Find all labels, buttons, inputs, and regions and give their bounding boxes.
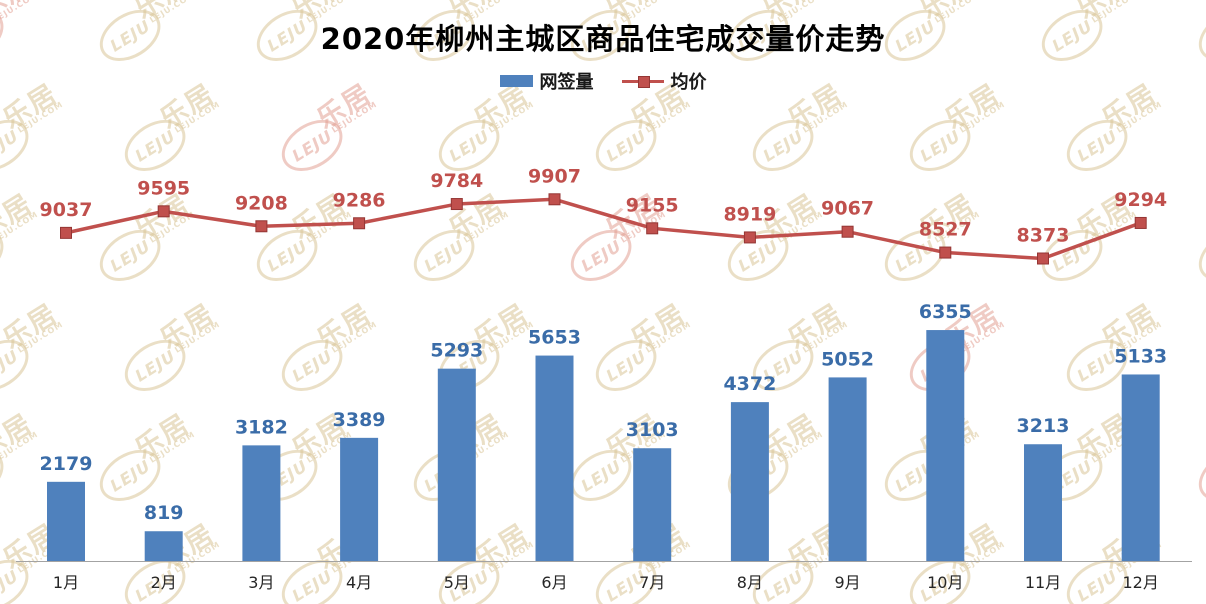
bar-value-label: 3213 — [1017, 415, 1070, 437]
bar-value-label: 5653 — [528, 327, 581, 349]
price-marker-icon — [646, 222, 659, 235]
price-value-label: 9155 — [626, 194, 679, 216]
price-value-label: 8527 — [919, 219, 972, 241]
chart-title: 2020年柳州主城区商品住宅成交量价走势 — [320, 22, 886, 56]
price-value-label: 9784 — [430, 170, 483, 192]
price-marker-icon — [548, 193, 561, 206]
x-tick-label: 10月 — [927, 573, 963, 592]
bar — [144, 531, 183, 561]
price-value-label: 9208 — [235, 192, 288, 214]
price-marker-icon — [1037, 252, 1049, 265]
price-marker-icon — [743, 231, 756, 244]
bar-series-swatch-icon — [499, 75, 533, 87]
bar — [730, 402, 769, 561]
legend-item-line-series: 均价 — [621, 68, 707, 94]
price-marker-icon — [841, 225, 854, 238]
x-tick-label: 11月 — [1025, 573, 1061, 592]
bar — [340, 437, 379, 561]
price-marker-icon — [450, 198, 463, 211]
x-tick-label: 1月 — [53, 573, 79, 592]
bar — [1121, 374, 1160, 561]
price-marker-icon — [939, 246, 952, 259]
price-marker-icon — [157, 205, 170, 218]
bar-value-label: 5052 — [821, 348, 874, 370]
x-tick-label: 8月 — [737, 573, 763, 592]
bar — [828, 377, 867, 561]
x-tick-label: 7月 — [639, 573, 665, 592]
legend-item-bar-series: 网签量 — [499, 68, 594, 94]
bar — [437, 368, 476, 561]
price-value-label: 9595 — [137, 177, 190, 199]
price-value-label: 9907 — [528, 165, 581, 187]
price-marker-icon — [1134, 216, 1147, 229]
bar — [242, 445, 281, 561]
bar — [926, 330, 965, 561]
price-value-label: 8919 — [723, 203, 776, 225]
x-tick-label: 12月 — [1123, 573, 1159, 592]
price-value-label: 9294 — [1114, 189, 1167, 211]
price-marker-icon — [353, 217, 366, 230]
price-line — [65, 197, 1142, 261]
bar-value-label: 4372 — [723, 373, 776, 395]
x-tick-label: 6月 — [541, 573, 567, 592]
line-series-swatch-icon — [621, 75, 664, 88]
x-tick-label: 9月 — [835, 573, 861, 592]
price-value-label: 8373 — [1017, 225, 1070, 247]
bar — [47, 481, 85, 561]
price-value-label: 9037 — [40, 199, 93, 221]
price-marker-icon — [255, 220, 268, 233]
bar-value-label: 2179 — [40, 453, 93, 475]
bar-value-label: 5293 — [430, 340, 483, 362]
legend-bar-label: 网签量 — [539, 72, 594, 93]
bar — [633, 448, 672, 561]
legend: 网签量 均价 — [0, 68, 1206, 94]
bar-value-label: 5133 — [1114, 345, 1167, 367]
bar-value-label: 6355 — [919, 301, 972, 323]
bar-value-label: 3389 — [333, 409, 386, 431]
bar-value-label: 3103 — [626, 419, 679, 441]
bar-value-label: 3182 — [235, 416, 288, 438]
legend-line-label: 均价 — [670, 72, 707, 93]
bar-value-label: 819 — [144, 502, 184, 524]
x-tick-label: 4月 — [346, 573, 372, 592]
price-marker-icon — [60, 226, 72, 239]
price-value-label: 9286 — [333, 189, 386, 211]
x-tick-label: 5月 — [444, 573, 470, 592]
x-tick-label: 2月 — [151, 573, 177, 592]
x-tick-label: 3月 — [248, 573, 274, 592]
bar — [535, 355, 574, 561]
bar — [1024, 444, 1062, 561]
price-value-label: 9067 — [821, 198, 874, 220]
